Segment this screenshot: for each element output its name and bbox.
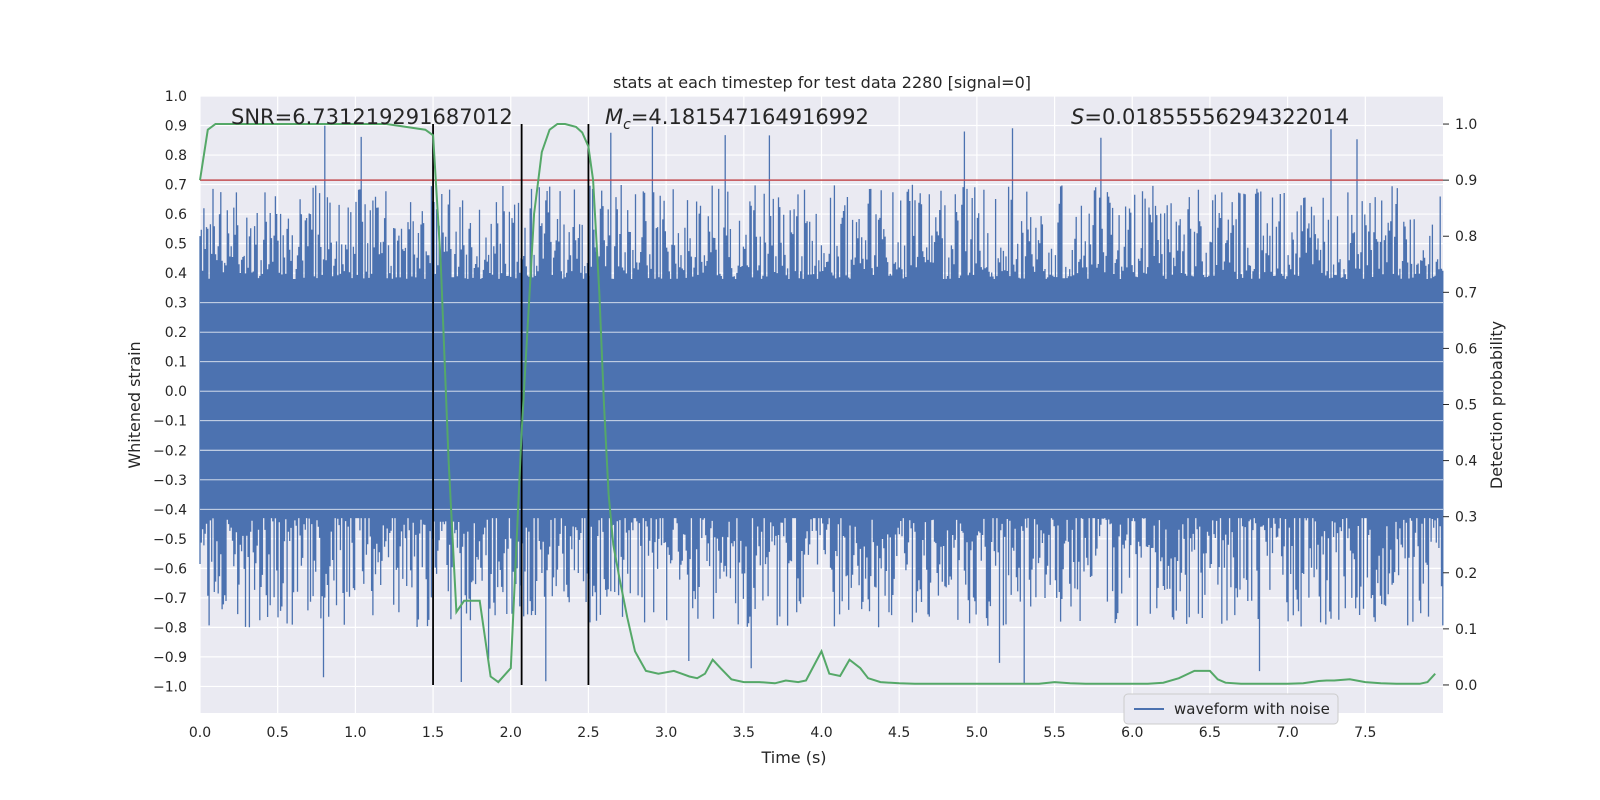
y-tick-label-left: 0.7 [165,178,187,194]
y-tick-label-right: 0.2 [1455,566,1477,582]
y-tick-label-right: 0.8 [1455,229,1477,245]
chirp-mass-value: =4.181547164916992 [631,105,869,129]
y-tick-label-left: 1.0 [165,89,187,105]
x-axis-label: Time (s) [760,748,826,767]
y-tick-label-right: 0.9 [1455,173,1477,189]
x-tick-label: 3.0 [655,725,677,741]
y-tick-label-left: −0.6 [153,561,187,577]
overlay-lines [199,123,1443,685]
y-tick-label-right: 1.0 [1455,117,1477,133]
waveform-core [200,293,1443,519]
y-tick-label-right: 0.6 [1455,341,1477,357]
y-axis-label-right: Detection probability [1487,321,1506,489]
chirp-mass-symbol: M [605,105,623,129]
x-tick-label: 7.5 [1354,725,1376,741]
legend: waveform with noise [1123,693,1339,725]
legend-label: waveform with noise [1174,700,1330,718]
y-tick-label-left: −0.7 [153,591,187,607]
x-tick-label: 7.0 [1276,725,1298,741]
x-tick-label: 0.5 [267,725,289,741]
y-tick-label-left: 0.6 [165,207,187,223]
x-tick-label: 2.5 [577,725,599,741]
y-tick-label-right: 0.3 [1455,510,1477,526]
y-ticks-right: 1.0 0.9 0.8 0.7 0.6 0.5 0.4 0.3 0.2 0.1 0.0 [1443,117,1477,694]
y-tick-label-left: 0.8 [165,148,187,164]
y-tick-label-left: 0.9 [165,119,187,135]
x-tick-label: 1.5 [422,725,444,741]
y-tick-label-left: 0.5 [165,237,187,253]
s-symbol: S [1071,105,1084,129]
y-tick-label-right: 0.7 [1455,285,1477,301]
x-ticks: 0.0 0.5 1.0 1.5 2.0 2.5 3.0 3.5 4.0 4.5 5.0 5.5 6.0 6… [189,725,1377,741]
snr-annotation: SNR=6.731219291687012 [231,105,513,129]
x-tick-label: 5.0 [966,725,988,741]
x-tick-label: 6.0 [1121,725,1143,741]
y-tick-label-left: −0.1 [153,414,187,430]
y-tick-label-left: −0.8 [153,620,187,636]
y-tick-label-right: 0.4 [1455,454,1477,470]
legend-box [1123,693,1339,725]
y-ticks-left: 1.0 0.9 0.8 0.7 0.6 0.5 0.4 0.3 0.2 0.1 0.0 −0.1 −0.… [153,89,187,695]
s-annotation: S=0.01855556294322014 [1071,105,1349,129]
y-tick-label-right: 0.1 [1455,622,1477,638]
y-tick-label-left: −0.2 [153,443,187,459]
waveform-with-noise [199,125,1444,684]
y-tick-label-left: −0.3 [153,473,187,489]
y-tick-label-left: 0.4 [165,266,187,282]
chart-title: stats at each timestep for test data 228… [613,73,1031,92]
y-tick-label-left: −0.9 [153,650,187,666]
s-value: =0.01855556294322014 [1084,105,1349,129]
y-tick-label-left: −1.0 [153,679,187,695]
detection-probability-line [199,123,1436,685]
x-tick-label: 2.0 [500,725,522,741]
y-tick-label-left: −0.4 [153,502,187,518]
x-tick-label: 6.5 [1199,725,1221,741]
chirp-mass-annotation: Mc=4.181547164916992 [605,105,869,133]
x-tick-label: 4.0 [810,725,832,741]
y-axis-label-left: Whitened strain [125,341,144,468]
y-tick-label-left: 0.1 [165,355,187,371]
x-tick-label: 0.0 [189,725,211,741]
x-tick-label: 5.5 [1043,725,1065,741]
y-tick-label-right: 0.0 [1455,678,1477,694]
y-tick-label-right: 0.5 [1455,398,1477,414]
x-tick-label: 3.5 [733,725,755,741]
y-tick-label-left: 0.2 [165,325,187,341]
x-tick-label: 1.0 [344,725,366,741]
y-tick-label-left: 0.0 [165,384,187,400]
y-tick-label-left: −0.5 [153,532,187,548]
y-tick-label-left: 0.3 [165,296,187,312]
chirp-mass-subscript: c [623,117,631,133]
x-tick-label: 4.5 [888,725,910,741]
